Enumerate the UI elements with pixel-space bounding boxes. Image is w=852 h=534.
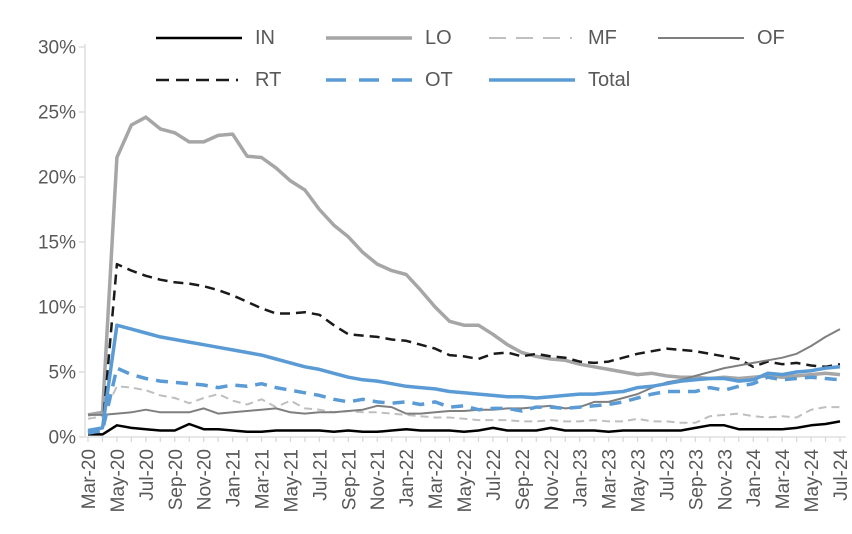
x-axis-label: Sep-23 (686, 449, 707, 510)
y-axis-label: 25% (38, 103, 76, 124)
x-axis-label: Mar-22 (426, 449, 447, 509)
x-axis-label: Nov-21 (368, 449, 389, 510)
x-axis-label: Mar-24 (773, 449, 794, 510)
x-axis-label: Nov-22 (542, 449, 563, 510)
series-line-of (88, 328, 841, 416)
x-axis-label: Nov-20 (195, 449, 216, 510)
y-axis-label: 5% (49, 363, 77, 384)
y-axis-label: 0% (49, 428, 77, 449)
x-axis-label: Jul-22 (484, 449, 505, 501)
y-axis-label: 15% (38, 233, 76, 254)
x-axis-label: Jul-21 (310, 449, 331, 501)
x-axis-label: Jan-23 (571, 449, 592, 507)
x-axis-label: May-21 (281, 449, 302, 512)
series-line-mf (87, 385, 840, 424)
series-line-in (88, 420, 841, 436)
x-axis-label: Jul-24 (831, 449, 852, 501)
series-line-total (87, 323, 841, 433)
series-line-lo (87, 115, 841, 417)
x-axis-label: Jan-22 (397, 449, 418, 507)
x-axis-label: Mar-20 (79, 449, 100, 509)
x-axis-label: Jul-23 (657, 449, 678, 501)
y-axis-label: 20% (38, 168, 76, 189)
x-axis-label: Sep-21 (339, 449, 360, 510)
x-axis-label: Jan-24 (744, 449, 765, 508)
x-axis-label: May-23 (629, 449, 650, 512)
x-axis-label: Jan-21 (224, 449, 245, 507)
series-line-ot (87, 366, 841, 435)
x-axis-label: May-24 (802, 449, 823, 513)
x-axis-label: Jul-20 (137, 449, 158, 501)
y-axis-label: 30% (38, 38, 76, 59)
y-axis-label: 10% (38, 298, 76, 319)
x-axis-label: Sep-22 (513, 449, 534, 510)
series-line-rt (87, 262, 841, 434)
x-axis-label: Sep-20 (166, 449, 187, 510)
x-axis-label: Mar-21 (253, 449, 274, 509)
x-axis-label: Nov-23 (715, 449, 736, 510)
x-axis-label: Mar-23 (600, 449, 621, 509)
x-axis-label: May-22 (455, 449, 476, 512)
x-axis-label: May-20 (108, 449, 129, 512)
